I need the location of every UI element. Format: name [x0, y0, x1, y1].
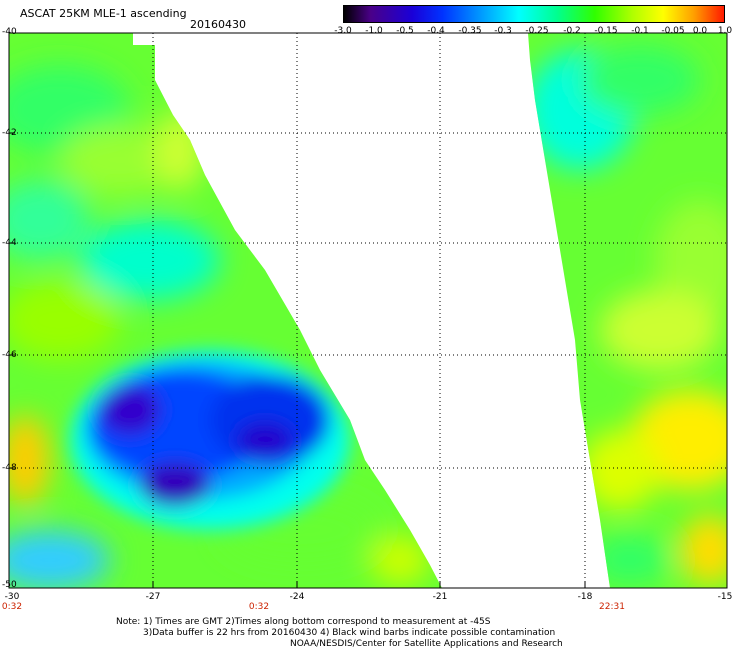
product-date: 20160430 [190, 18, 246, 31]
lon-label: -15 [717, 592, 733, 602]
scale-label: -3.0 [334, 26, 352, 36]
lon-label: -24 [289, 592, 305, 602]
lon-label: -30 [4, 592, 20, 602]
axis-ticks [9, 132, 586, 588]
grid-lines [9, 33, 727, 588]
lon-label: -27 [145, 592, 161, 602]
color-scale-bar [343, 5, 725, 23]
lat-label: -46 [2, 350, 17, 360]
note-line-3: NOAA/NESDIS/Center for Satellite Applica… [290, 639, 563, 649]
scale-label: 0.0 [692, 26, 708, 36]
scale-label: -0.15 [594, 26, 618, 36]
lat-label: -40 [2, 27, 17, 37]
scale-label: -1.0 [365, 26, 383, 36]
lat-label: -42 [2, 128, 17, 138]
left-swath [9, 33, 442, 588]
scale-label: -0.1 [631, 26, 649, 36]
lat-label: -48 [2, 463, 17, 473]
scale-label: 1.0 [717, 26, 733, 36]
scale-label: -0.35 [458, 26, 482, 36]
product-title: ASCAT 25KM MLE-1 ascending [20, 7, 187, 20]
lon-label: -18 [577, 592, 593, 602]
scale-label: -0.3 [494, 26, 512, 36]
scale-label: -0.25 [525, 26, 549, 36]
scale-label: -0.5 [396, 26, 414, 36]
note-line-2: 3)Data buffer is 22 hrs from 20160430 4)… [143, 628, 556, 638]
color-scale-labels: -3.0 -1.0 -0.5 -0.4 -0.35 -0.3 -0.25 -0.… [330, 26, 735, 38]
pass-time-label: 0:32 [1, 602, 23, 612]
pass-time-label: 0:32 [248, 602, 270, 612]
pass-time-label: 22:31 [599, 602, 625, 612]
plot-frame [8, 32, 728, 589]
right-swath [528, 33, 727, 588]
scale-label: -0.4 [427, 26, 445, 36]
scale-label: -0.2 [563, 26, 581, 36]
lat-label: -44 [2, 238, 17, 248]
note-line-1: Note: 1) Times are GMT 2)Times along bot… [116, 617, 491, 627]
lon-label: -21 [432, 592, 448, 602]
scale-label: -0.05 [661, 26, 685, 36]
lat-label: -50 [2, 580, 17, 590]
